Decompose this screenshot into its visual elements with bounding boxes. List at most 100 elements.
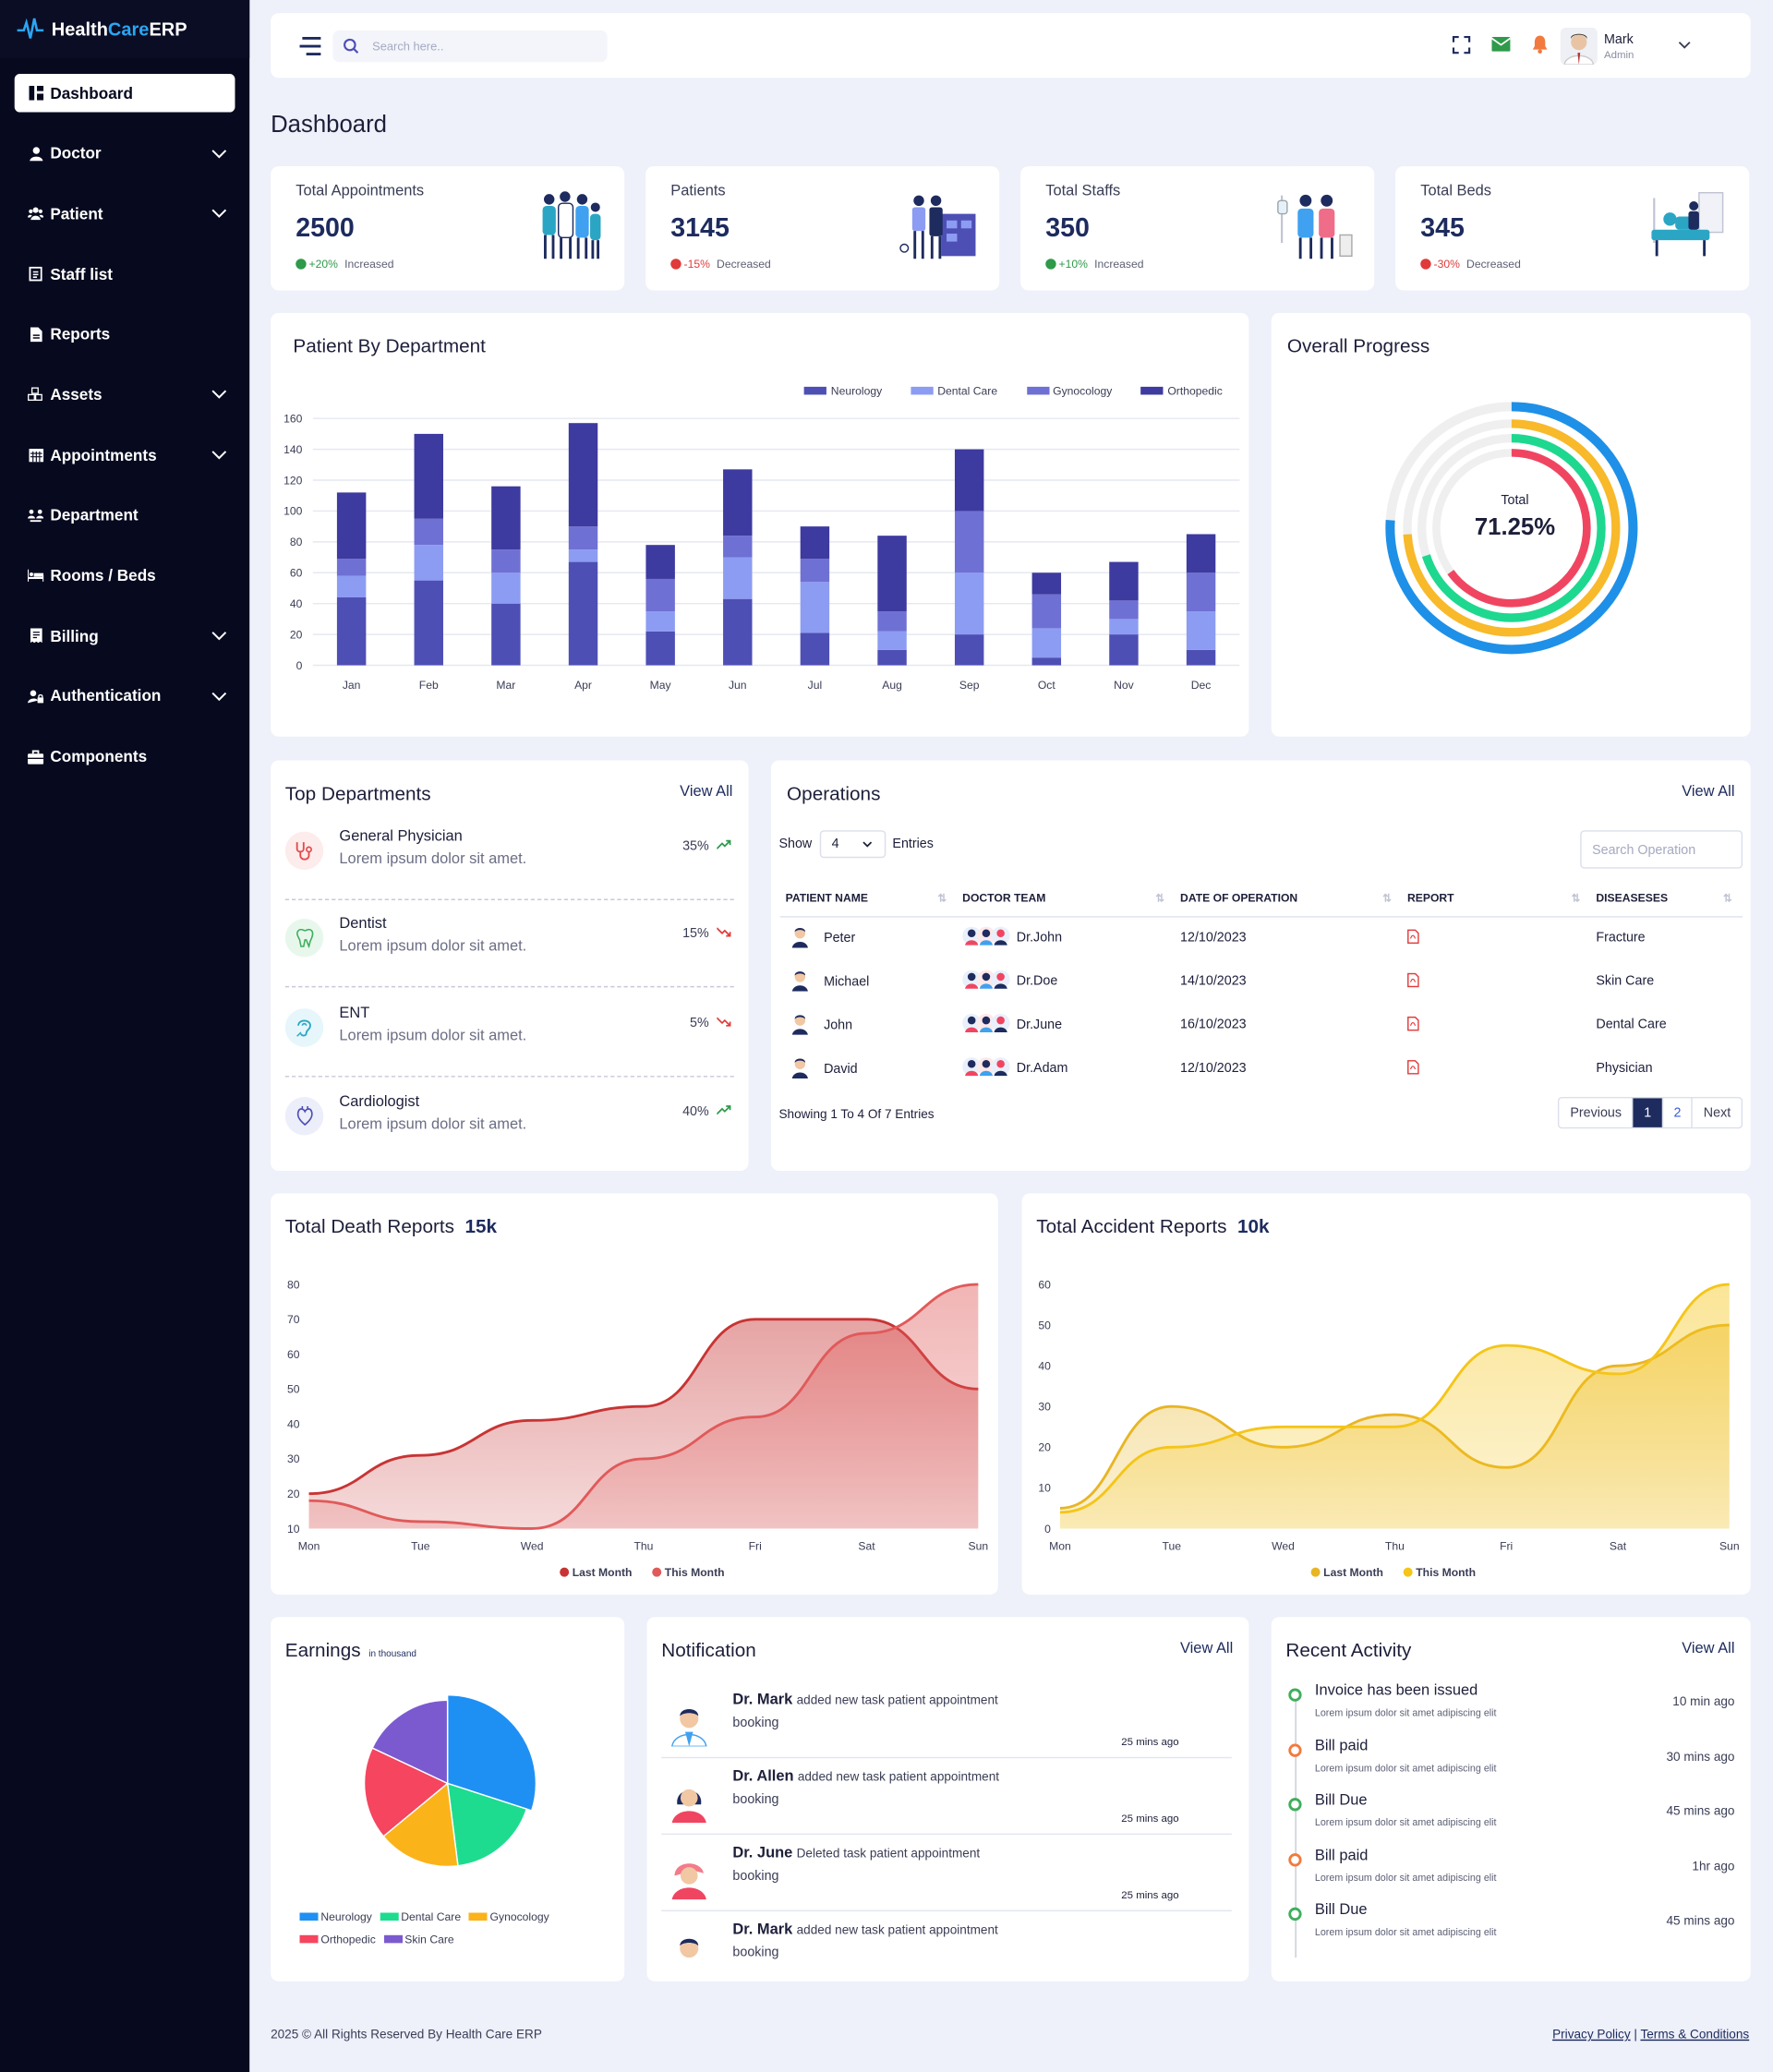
department-row[interactable]: Dentist Lorem ipsum dolor sit amet. 15%: [284, 912, 734, 978]
legend-label[interactable]: This Month: [1416, 1566, 1476, 1579]
sidebar-item-department[interactable]: Department: [15, 496, 235, 534]
notification-item[interactable]: Dr. Mark added new task patient appointme…: [661, 1690, 1232, 1766]
legend-item[interactable]: Dental Care: [911, 384, 997, 397]
table-row[interactable]: John Dr.June 16/10/2023 Dental Care: [780, 1003, 1743, 1046]
sidebar-item-doctor[interactable]: Doctor: [15, 134, 235, 172]
bar-gynocology[interactable]: [568, 526, 598, 550]
legend-item[interactable]: Neurology: [299, 1906, 372, 1928]
bar-neurology[interactable]: [491, 603, 521, 666]
department-row[interactable]: General Physician Lorem ipsum dolor sit a…: [284, 825, 734, 891]
bar-neurology[interactable]: [723, 598, 753, 666]
pagination-2[interactable]: 2: [1661, 1098, 1692, 1127]
chevron-down-icon[interactable]: [211, 145, 227, 163]
bar-dental-care[interactable]: [723, 557, 753, 599]
legend-item[interactable]: Gynocology: [1026, 384, 1112, 397]
bar-gynocology[interactable]: [645, 578, 675, 612]
notification-item[interactable]: Dr. Mark added new task patient appointme…: [661, 1920, 1232, 1963]
pie-slice-skin-care[interactable]: [371, 1699, 449, 1785]
search-box[interactable]: Search here..: [332, 30, 608, 63]
top-departments-view-all-link[interactable]: View All: [680, 784, 733, 801]
user-avatar[interactable]: [1560, 28, 1598, 66]
bar-gynocology[interactable]: [414, 518, 443, 546]
bar-orthopedic[interactable]: [645, 545, 675, 579]
sort-icon[interactable]: ⇅: [1571, 892, 1581, 905]
notification-item[interactable]: Dr. Allen added new task patient appointm…: [661, 1766, 1232, 1843]
activity-item[interactable]: Bill Due Lorem ipsum dolor sit amet adipi…: [1285, 1902, 1734, 1958]
bell-icon[interactable]: [1531, 34, 1549, 54]
sidebar-item-patient[interactable]: Patient: [15, 195, 235, 233]
pdf-report-icon[interactable]: [1407, 1059, 1419, 1078]
pagination-next[interactable]: Next: [1691, 1098, 1742, 1127]
pdf-report-icon[interactable]: [1407, 929, 1419, 947]
legend-item[interactable]: Gynocology: [468, 1906, 549, 1928]
notification-view-all-link[interactable]: View All: [1179, 1640, 1234, 1657]
chevron-down-icon[interactable]: [211, 446, 227, 464]
bar-neurology[interactable]: [800, 632, 830, 666]
chevron-down-icon[interactable]: [211, 205, 227, 223]
bar-dental-care[interactable]: [954, 572, 984, 635]
operation-search-input[interactable]: Search Operation: [1580, 830, 1743, 869]
bar-orthopedic[interactable]: [877, 536, 907, 612]
brand-logo[interactable]: Health Care ERP: [0, 0, 250, 58]
bar-orthopedic[interactable]: [491, 486, 521, 550]
pdf-report-icon[interactable]: [1407, 972, 1419, 991]
bar-gynocology[interactable]: [1109, 600, 1139, 620]
legend-item[interactable]: Orthopedic: [1140, 384, 1223, 397]
pie-slice-orthopedic[interactable]: [363, 1747, 449, 1837]
bar-orthopedic[interactable]: [723, 469, 753, 536]
activity-item[interactable]: Invoice has been issued Lorem ipsum dolor…: [1285, 1683, 1734, 1739]
bar-dental-care[interactable]: [1109, 619, 1139, 635]
sidebar-item-staff-list[interactable]: Staff list: [15, 255, 235, 293]
bar-orthopedic[interactable]: [414, 433, 443, 519]
column-header[interactable]: DATE OF OPERATION ⇅: [1175, 879, 1403, 917]
bar-orthopedic[interactable]: [568, 423, 598, 527]
column-header[interactable]: DISEASESES ⇅: [1590, 879, 1743, 917]
bar-dental-care[interactable]: [491, 572, 521, 604]
sidebar-item-reports[interactable]: Reports: [15, 315, 235, 353]
legend-item[interactable]: Orthopedic: [299, 1929, 376, 1951]
bar-dental-care[interactable]: [645, 611, 675, 632]
bar-dental-care[interactable]: [1186, 611, 1216, 650]
series-line-last-month[interactable]: [1059, 1323, 1730, 1510]
legend-label[interactable]: This Month: [665, 1566, 725, 1579]
column-header[interactable]: DOCTOR TEAM ⇅: [957, 879, 1176, 917]
legend-label[interactable]: Last Month: [1323, 1566, 1383, 1579]
operations-view-all-link[interactable]: View All: [1682, 784, 1735, 801]
notification-item[interactable]: Dr. June Deleted task patient appointment…: [661, 1843, 1232, 1920]
pie-slice-gynocology[interactable]: [382, 1782, 459, 1868]
bar-orthopedic[interactable]: [336, 492, 367, 560]
bar-neurology[interactable]: [414, 580, 443, 666]
mail-icon[interactable]: [1491, 37, 1511, 52]
bar-gynocology[interactable]: [800, 559, 830, 583]
column-header[interactable]: PATIENT NAME ⇅: [779, 879, 958, 917]
privacy-policy-link[interactable]: Privacy Policy: [1552, 2027, 1631, 2042]
bar-gynocology[interactable]: [1031, 594, 1062, 629]
bar-neurology[interactable]: [1186, 649, 1216, 666]
bar-gynocology[interactable]: [723, 536, 753, 558]
bar-gynocology[interactable]: [877, 611, 907, 632]
legend-item[interactable]: Dental Care: [380, 1906, 461, 1928]
table-row[interactable]: Michael Dr.Doe 14/10/2023 Skin Care: [780, 959, 1743, 1003]
sort-icon[interactable]: ⇅: [1155, 892, 1164, 905]
bar-dental-care[interactable]: [877, 631, 907, 650]
department-row[interactable]: Cardiologist Lorem ipsum dolor sit amet. 4…: [284, 1090, 734, 1156]
sort-icon[interactable]: ⇅: [1382, 892, 1392, 905]
sidebar-item-components[interactable]: Components: [15, 738, 235, 776]
bar-neurology[interactable]: [877, 649, 907, 666]
bar-dental-care[interactable]: [414, 545, 443, 581]
chevron-down-icon[interactable]: [211, 688, 227, 706]
sort-icon[interactable]: ⇅: [1723, 892, 1732, 905]
sort-icon[interactable]: ⇅: [937, 892, 947, 905]
bar-orthopedic[interactable]: [1186, 534, 1216, 573]
bar-dental-care[interactable]: [800, 582, 830, 633]
bar-orthopedic[interactable]: [1109, 561, 1139, 601]
search-input[interactable]: Search here..: [372, 39, 444, 54]
terms-link[interactable]: Terms & Conditions: [1640, 2027, 1750, 2042]
series-line-this-month[interactable]: [1059, 1283, 1730, 1514]
series-line-this-month[interactable]: [308, 1283, 979, 1530]
chevron-down-icon[interactable]: [211, 386, 227, 404]
bar-dental-care[interactable]: [336, 575, 367, 598]
bar-neurology[interactable]: [336, 597, 367, 666]
table-row[interactable]: Peter Dr.John 12/10/2023 Fracture: [780, 916, 1743, 959]
bar-neurology[interactable]: [954, 634, 984, 666]
